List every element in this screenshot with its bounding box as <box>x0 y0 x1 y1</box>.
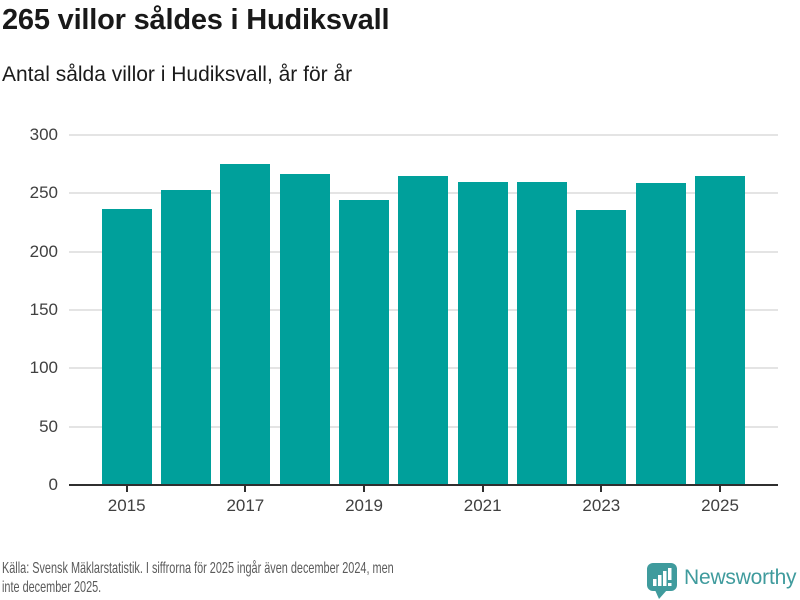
page-subtitle: Antal sålda villor i Hudiksvall, år för … <box>2 63 353 86</box>
bar-2023 <box>576 209 627 485</box>
y-axis-label-150: 150 <box>29 300 58 319</box>
x-axis-label-2015: 2015 <box>107 496 146 515</box>
bar-2019 <box>339 200 390 485</box>
bar-2022 <box>517 181 567 485</box>
bar-2015 <box>101 208 152 485</box>
x-axis-tick-2023 <box>600 486 603 492</box>
y-axis-label-50: 50 <box>39 416 58 436</box>
y-axis-label-0: 0 <box>48 475 58 494</box>
bar-2016 <box>161 189 212 485</box>
x-axis-tick-2021 <box>481 486 484 492</box>
y-axis-label-200: 200 <box>29 241 58 261</box>
bar-2020 <box>398 175 449 485</box>
x-axis-tick-2025 <box>719 486 721 492</box>
bar-2025 <box>695 175 745 485</box>
x-axis-line <box>69 484 778 486</box>
x-axis-tick-2019 <box>363 486 366 492</box>
x-axis-label-2023: 2023 <box>582 496 621 515</box>
x-axis-label-2019: 2019 <box>345 496 383 515</box>
gridline-300 <box>69 134 778 136</box>
bar-2017 <box>220 164 271 485</box>
source-note-line1: Källa: Svensk Mäklarstatistik. I siffror… <box>2 560 394 577</box>
y-axis-label-300: 300 <box>29 125 58 144</box>
source-note-line2: inte december 2025. <box>2 579 102 596</box>
bar-2024 <box>635 182 686 485</box>
bar-2018 <box>279 173 330 485</box>
x-axis-label-2025: 2025 <box>701 496 739 515</box>
bar-2021 <box>457 181 508 485</box>
x-axis-label-2021: 2021 <box>463 496 502 515</box>
y-axis-label-100: 100 <box>29 358 58 378</box>
newsworthy-logo-icon <box>647 563 677 599</box>
y-axis-label-250: 250 <box>29 183 58 203</box>
x-axis-label-2017: 2017 <box>226 496 265 515</box>
page-title: 265 villor såldes i Hudiksvall <box>2 4 390 36</box>
x-axis-tick-2017 <box>244 486 247 492</box>
x-axis-tick-2015 <box>125 486 128 492</box>
newsworthy-brand-name: Newsworthy <box>684 566 797 589</box>
